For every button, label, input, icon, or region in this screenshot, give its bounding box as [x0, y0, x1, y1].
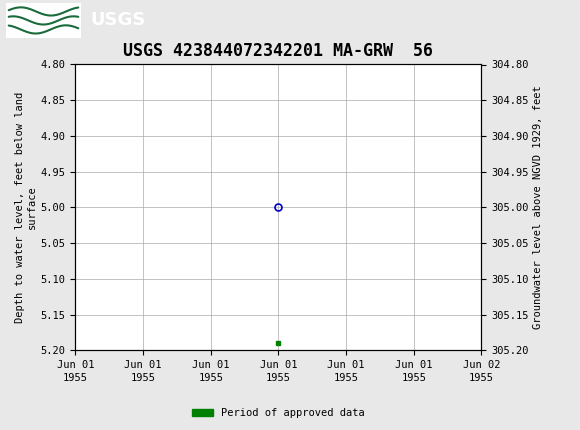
Legend: Period of approved data: Period of approved data	[188, 404, 369, 423]
Bar	[6, 3, 81, 37]
Y-axis label: Depth to water level, feet below land
surface: Depth to water level, feet below land su…	[15, 92, 37, 323]
Y-axis label: Groundwater level above NGVD 1929, feet: Groundwater level above NGVD 1929, feet	[533, 86, 543, 329]
Title: USGS 423844072342201 MA-GRW  56: USGS 423844072342201 MA-GRW 56	[124, 42, 433, 60]
Text: USGS: USGS	[90, 12, 145, 29]
